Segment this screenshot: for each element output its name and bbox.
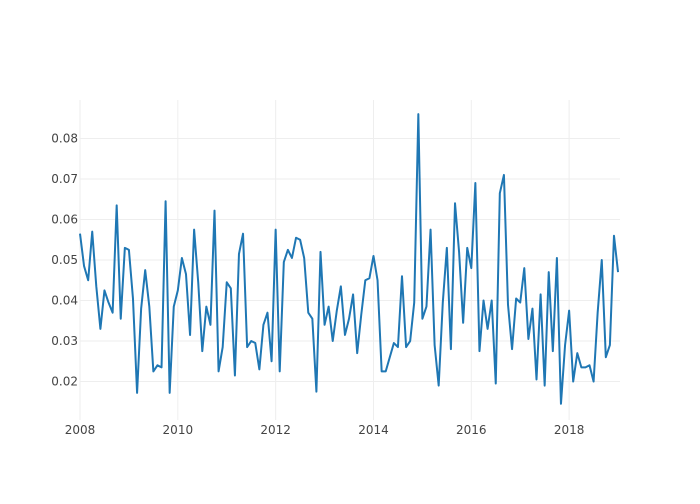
y-tick-label: 0.08 <box>51 131 78 145</box>
x-tick-label: 2008 <box>65 423 96 437</box>
y-tick-label: 0.06 <box>51 212 78 226</box>
grid-layer <box>79 100 620 420</box>
y-tick-labels: 0.02 0.03 0.04 0.05 0.06 0.07 0.08 <box>51 131 78 388</box>
series-layer <box>79 113 620 405</box>
x-tick-label: 2012 <box>260 423 291 437</box>
x-tick-label: 2018 <box>554 423 585 437</box>
y-tick-label: 0.03 <box>51 334 78 348</box>
y-tick-label: 0.05 <box>51 253 78 267</box>
series-line <box>79 113 620 405</box>
y-tick-label: 0.07 <box>51 172 78 186</box>
x-tick-label: 2014 <box>358 423 389 437</box>
x-tick-label: 2016 <box>456 423 487 437</box>
x-tick-labels: 2008 2010 2012 2014 2016 2018 <box>65 423 585 437</box>
y-tick-label: 0.04 <box>51 294 78 308</box>
x-tick-label: 2010 <box>163 423 194 437</box>
y-tick-label: 0.02 <box>51 375 78 389</box>
